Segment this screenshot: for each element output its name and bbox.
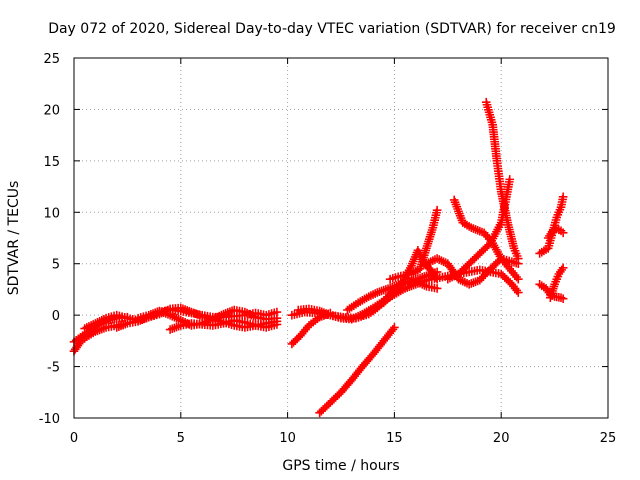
data-point: [513, 254, 523, 263]
y-tick-label: 25: [43, 52, 60, 67]
data-point: [558, 294, 568, 303]
grid: [74, 58, 608, 418]
data-point: [432, 284, 442, 293]
series-mid-c: [165, 315, 282, 334]
data-point: [558, 192, 568, 202]
y-tick-label: 0: [52, 309, 60, 324]
y-axis-label: SDTVAR / TECUs: [6, 181, 22, 296]
data-point: [390, 323, 399, 332]
x-tick-label: 5: [177, 431, 185, 446]
series-arc: [449, 195, 523, 284]
series-peak: [481, 97, 523, 263]
series-late-f: [385, 205, 442, 284]
data-point: [513, 288, 523, 297]
axis-ticks: 0 5 10 15 20 25 -10 -5 0 5 10 15 20 25: [39, 52, 617, 446]
series-drop: [315, 323, 399, 418]
series-end-a: [535, 192, 568, 258]
data-series: [69, 97, 568, 418]
x-tick-label: 0: [70, 431, 78, 446]
data-point: [272, 320, 282, 329]
y-tick-label: -5: [47, 361, 60, 376]
y-tick-label: 10: [43, 206, 60, 221]
y-tick-label: 20: [43, 103, 60, 118]
data-point: [432, 274, 442, 284]
chart-title: Day 072 of 2020, Sidereal Day-to-day VTE…: [48, 21, 616, 37]
x-tick-label: 25: [600, 431, 617, 446]
y-tick-label: 5: [52, 258, 60, 273]
x-tick-label: 10: [279, 431, 296, 446]
data-point: [558, 263, 568, 273]
y-tick-label: 15: [43, 155, 60, 170]
y-tick-label: -10: [39, 412, 60, 427]
data-point: [505, 175, 515, 184]
x-tick-label: 20: [493, 431, 510, 446]
data-point: [432, 205, 442, 215]
series-end-b: [543, 223, 568, 243]
series-end-d: [546, 263, 568, 302]
data-point: [513, 274, 523, 284]
data-point: [558, 228, 568, 238]
x-tick-label: 15: [386, 431, 403, 446]
x-axis-label: GPS time / hours: [282, 458, 399, 474]
plot-frame: [73, 57, 609, 419]
